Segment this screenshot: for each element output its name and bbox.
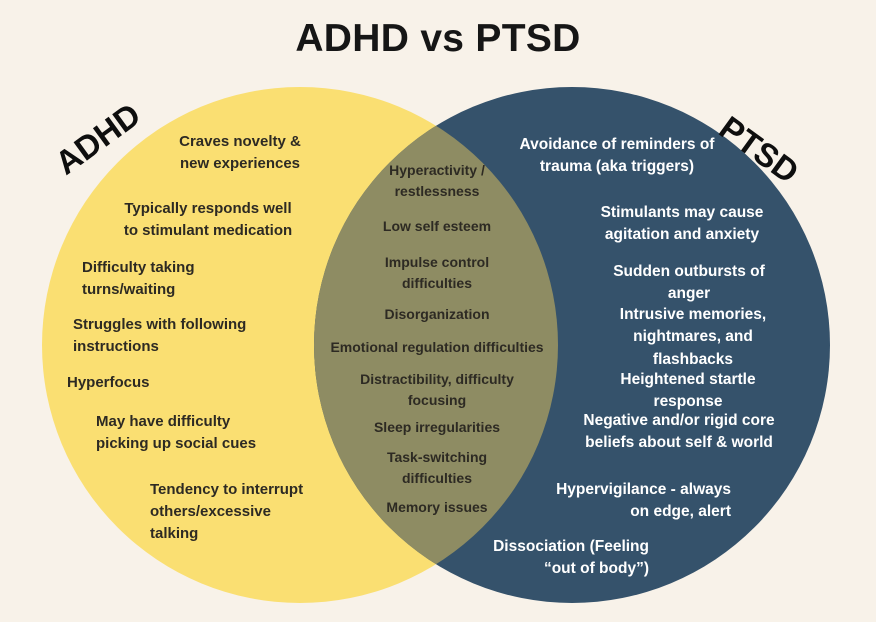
venn-right-item: Stimulants may cause agitation and anxie… <box>600 204 764 244</box>
venn-left-item: Hyperfocus <box>67 374 150 391</box>
venn-overlap-item: Low self esteem <box>382 218 492 234</box>
venn-right-item: Negative and/or rigid core beliefs about… <box>583 412 775 452</box>
venn-right-item: Sudden outbursts of anger <box>613 263 765 303</box>
venn-left-item: Tendency to interrupt others/excessive t… <box>150 481 304 542</box>
venn-left-item: May have difficulty picking up social cu… <box>96 413 257 452</box>
venn-left-item: Typically responds well to stimulant med… <box>123 200 293 239</box>
venn-right-item: Avoidance of reminders of trauma (aka tr… <box>519 136 715 176</box>
venn-overlap-item: Sleep irregularities <box>373 419 501 435</box>
venn-left-item: Craves novelty & new experiences <box>179 133 301 172</box>
venn-right-item: Dissociation (Feeling “out of body”) <box>493 538 649 578</box>
venn-left-item: Struggles with following instructions <box>73 316 247 355</box>
venn-right-item: Heightened startle response <box>620 371 756 411</box>
venn-right-item: Intrusive memories, nightmares, and flas… <box>619 306 767 368</box>
page-title: ADHD vs PTSD <box>295 17 581 60</box>
venn-overlap-item: Hyperactivity / restlessness <box>389 162 485 199</box>
overlap-region <box>314 87 558 603</box>
venn-right-item: Hypervigilance - always on edge, alert <box>556 481 731 521</box>
venn-left-item: Difficulty taking turns/waiting <box>82 259 195 298</box>
venn-overlap-item: Task-switching difficulties <box>386 449 488 486</box>
venn-overlap-item: Disorganization <box>384 306 490 322</box>
venn-overlap-item: Memory issues <box>386 499 488 515</box>
venn-overlap-item: Emotional regulation difficulties <box>330 339 544 355</box>
venn-overlap-item: Distractibility, difficulty focusing <box>360 371 514 408</box>
venn-overlap-item: Impulse control difficulties <box>384 254 490 291</box>
